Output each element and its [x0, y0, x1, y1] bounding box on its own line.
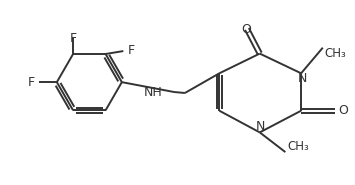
Text: CH₃: CH₃: [325, 47, 346, 60]
Text: NH: NH: [143, 85, 162, 98]
Text: O: O: [339, 104, 348, 117]
Text: F: F: [127, 44, 135, 57]
Text: CH₃: CH₃: [287, 140, 309, 153]
Text: O: O: [241, 23, 251, 36]
Text: N: N: [256, 120, 266, 133]
Text: F: F: [70, 32, 77, 45]
Text: F: F: [28, 76, 35, 89]
Text: N: N: [297, 72, 307, 85]
